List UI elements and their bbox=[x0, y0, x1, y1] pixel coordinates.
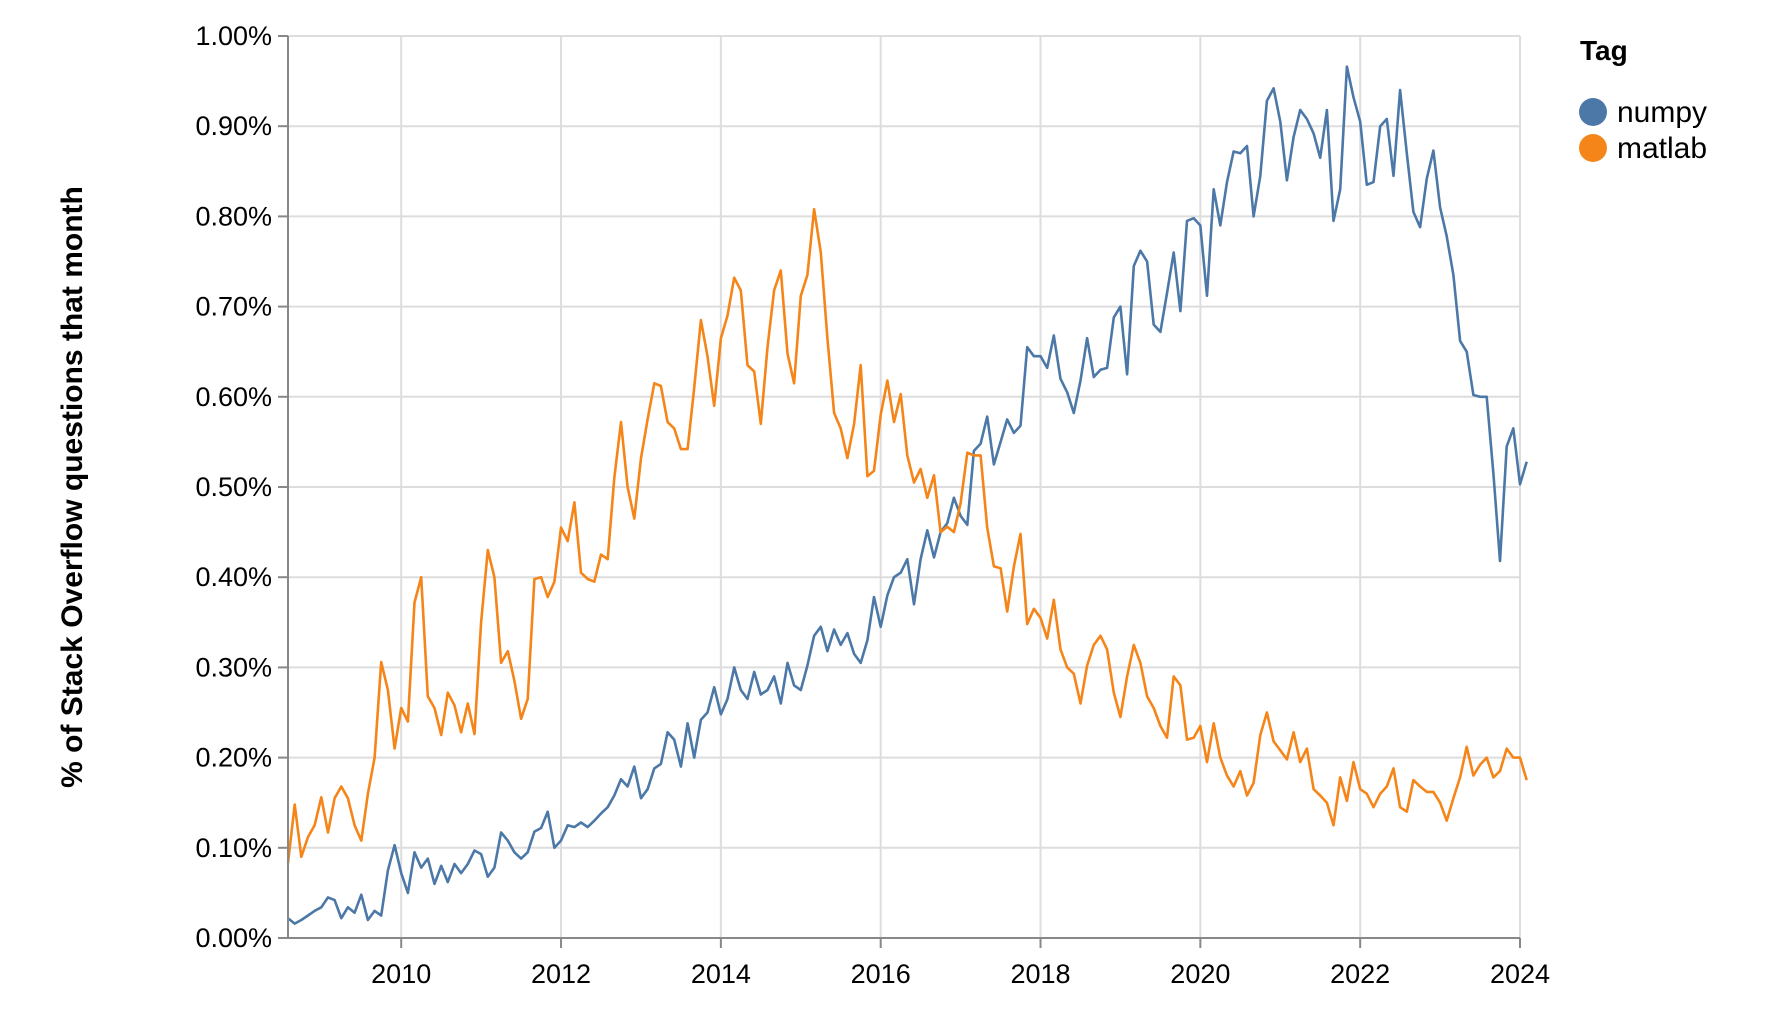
y-tick-label: 0.80% bbox=[195, 201, 272, 231]
y-axis-ticks: 0.00% 0.10% 0.20% 0.30% 0.40% 0.50% 0.60% 0.70%… bbox=[195, 21, 288, 953]
y-tick-label: 0.70% bbox=[195, 292, 272, 322]
legend-swatch-numpy bbox=[1579, 98, 1607, 126]
y-tick-label: 0.30% bbox=[195, 652, 272, 682]
y-tick-label: 0.90% bbox=[195, 111, 272, 141]
x-axis-ticks: 2010 2012 2014 2016 2018 2020 2022 2024 bbox=[371, 938, 1550, 989]
x-tick-label: 2018 bbox=[1010, 959, 1070, 989]
y-tick-label: 0.10% bbox=[195, 833, 272, 863]
y-tick-label: 0.40% bbox=[195, 562, 272, 592]
legend-title: Tag bbox=[1580, 35, 1628, 66]
y-tick-label: 0.00% bbox=[195, 923, 272, 953]
series-line-matlab bbox=[286, 207, 1528, 864]
x-tick-label: 2016 bbox=[851, 959, 911, 989]
y-tick-label: 0.20% bbox=[195, 743, 272, 773]
x-tick-label: 2012 bbox=[531, 959, 591, 989]
series-lines bbox=[286, 65, 1528, 925]
x-tick-label: 2014 bbox=[691, 959, 751, 989]
legend-label-numpy: numpy bbox=[1617, 96, 1707, 129]
x-tick-label: 2022 bbox=[1330, 959, 1390, 989]
y-axis-title: % of Stack Overflow questions that month bbox=[56, 186, 89, 788]
y-tick-label: 0.60% bbox=[195, 382, 272, 412]
y-tick-label: 0.50% bbox=[195, 472, 272, 502]
axes bbox=[287, 36, 1520, 939]
y-tick-label: 1.00% bbox=[195, 21, 272, 51]
x-tick-label: 2024 bbox=[1490, 959, 1550, 989]
legend-swatch-matlab bbox=[1579, 134, 1607, 162]
x-tick-label: 2020 bbox=[1170, 959, 1230, 989]
x-tick-label: 2010 bbox=[371, 959, 431, 989]
gridlines bbox=[288, 35, 1521, 939]
legend-label-matlab: matlab bbox=[1617, 132, 1707, 165]
series-line-numpy bbox=[287, 65, 1528, 925]
